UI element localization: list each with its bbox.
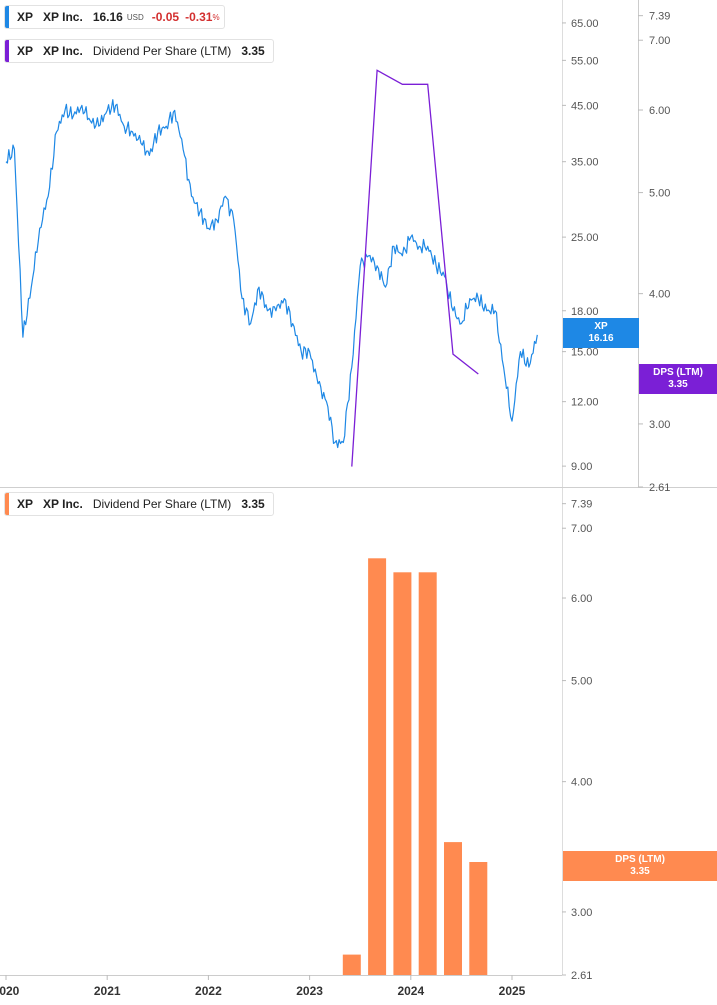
price-tick-label: 25.00: [571, 232, 599, 244]
legend-price-ticker: XP: [17, 10, 34, 24]
price-badge-value: 16.16: [588, 333, 614, 344]
x-tick-label: 2022: [195, 984, 222, 998]
dps-bottom-tick-label: 7.39: [571, 499, 592, 511]
price-tick-label: 9.00: [571, 461, 592, 473]
dps-top-tick-label: 2.61: [649, 482, 670, 494]
price-tick-label: 12.00: [571, 397, 599, 409]
price-series-line: [5, 99, 538, 449]
dps-bottom-tick-label: 7.00: [571, 523, 592, 535]
dps-bar[interactable]: [418, 572, 437, 975]
price-tick-label: 35.00: [571, 157, 599, 169]
dps-bar[interactable]: [368, 558, 387, 975]
legend-price-value: 16.16: [92, 10, 123, 24]
dps-bottom-tick-label: 3.00: [571, 907, 592, 919]
legend-price-swatch: [5, 6, 9, 28]
price-badge: XP 16.16: [563, 318, 639, 348]
dps-bottom-tick-label: 5.00: [571, 676, 592, 688]
dps-bottom-badge-value: 3.35: [630, 866, 650, 877]
dps-top-tick-label: 6.00: [649, 105, 670, 117]
dps-bottom-tick-label: 4.00: [571, 777, 592, 789]
legend-price-currency: USD: [126, 12, 144, 22]
legend-dps-top-metric: Dividend Per Share (LTM): [92, 44, 232, 58]
dps-bar[interactable]: [342, 954, 361, 975]
dps-top-tick-label: 5.00: [649, 188, 670, 200]
price-tick-label: 55.00: [571, 55, 599, 67]
x-tick-label: 2021: [94, 984, 121, 998]
dps-top-tick-label: 7.39: [649, 11, 670, 23]
legend-price-change: -0.05: [151, 10, 180, 24]
legend-price-company: XP Inc.: [43, 10, 83, 24]
legend-dps-top-value: 3.35: [241, 44, 265, 58]
legend-dps-bottom-metric: Dividend Per Share (LTM): [92, 497, 232, 511]
legend-dps-bottom-swatch: [5, 493, 9, 515]
price-badge-ticker: XP: [594, 321, 608, 332]
price-tick-label: 18.00: [571, 306, 599, 318]
dps-top-badge-label: DPS (LTM): [653, 367, 703, 378]
x-tick-label: 2023: [296, 984, 323, 998]
dps-top-badge: DPS (LTM) 3.35: [639, 364, 717, 394]
dps-top-tick-label: 3.00: [649, 419, 670, 431]
legend-price-pct-sign: %: [212, 12, 220, 22]
price-tick-label: 45.00: [571, 100, 599, 112]
legend-dps-top-swatch: [5, 40, 9, 62]
legend-dps-top-ticker: XP: [17, 44, 34, 58]
dps-bar[interactable]: [393, 572, 412, 975]
dps-top-tick-label: 7.00: [649, 35, 670, 47]
dps-bottom-badge-label: DPS (LTM): [615, 854, 665, 865]
dps-top-badge-value: 3.35: [668, 379, 688, 390]
legend-dps-bottom-company: XP Inc.: [43, 497, 83, 511]
dps-bottom-tick-label: 6.00: [571, 593, 592, 605]
dps-series-line: [351, 69, 479, 467]
dps-top-tick-label: 4.00: [649, 289, 670, 301]
legend-price[interactable]: XP XP Inc. 16.16 USD -0.05 -0.31 %: [4, 5, 225, 29]
legend-dps-bottom-ticker: XP: [17, 497, 34, 511]
x-tick-label: 2024: [397, 984, 424, 998]
legend-price-change-pct: -0.31: [185, 10, 213, 24]
price-tick-label: 65.00: [571, 18, 599, 30]
legend-dps-bottom-value: 3.35: [241, 497, 265, 511]
dps-bar[interactable]: [469, 862, 488, 975]
legend-dps-top-company: XP Inc.: [43, 44, 83, 58]
price-tick-label: 15.00: [571, 347, 599, 359]
x-tick-label: 2025: [499, 984, 526, 998]
dps-bar[interactable]: [444, 842, 462, 975]
legend-dps-bottom[interactable]: XP XP Inc. Dividend Per Share (LTM) 3.35: [4, 492, 274, 516]
legend-dps-top[interactable]: XP XP Inc. Dividend Per Share (LTM) 3.35: [4, 39, 274, 63]
dps-bottom-tick-label: 2.61: [571, 970, 592, 982]
dps-bottom-badge: DPS (LTM) 3.35: [563, 851, 717, 881]
